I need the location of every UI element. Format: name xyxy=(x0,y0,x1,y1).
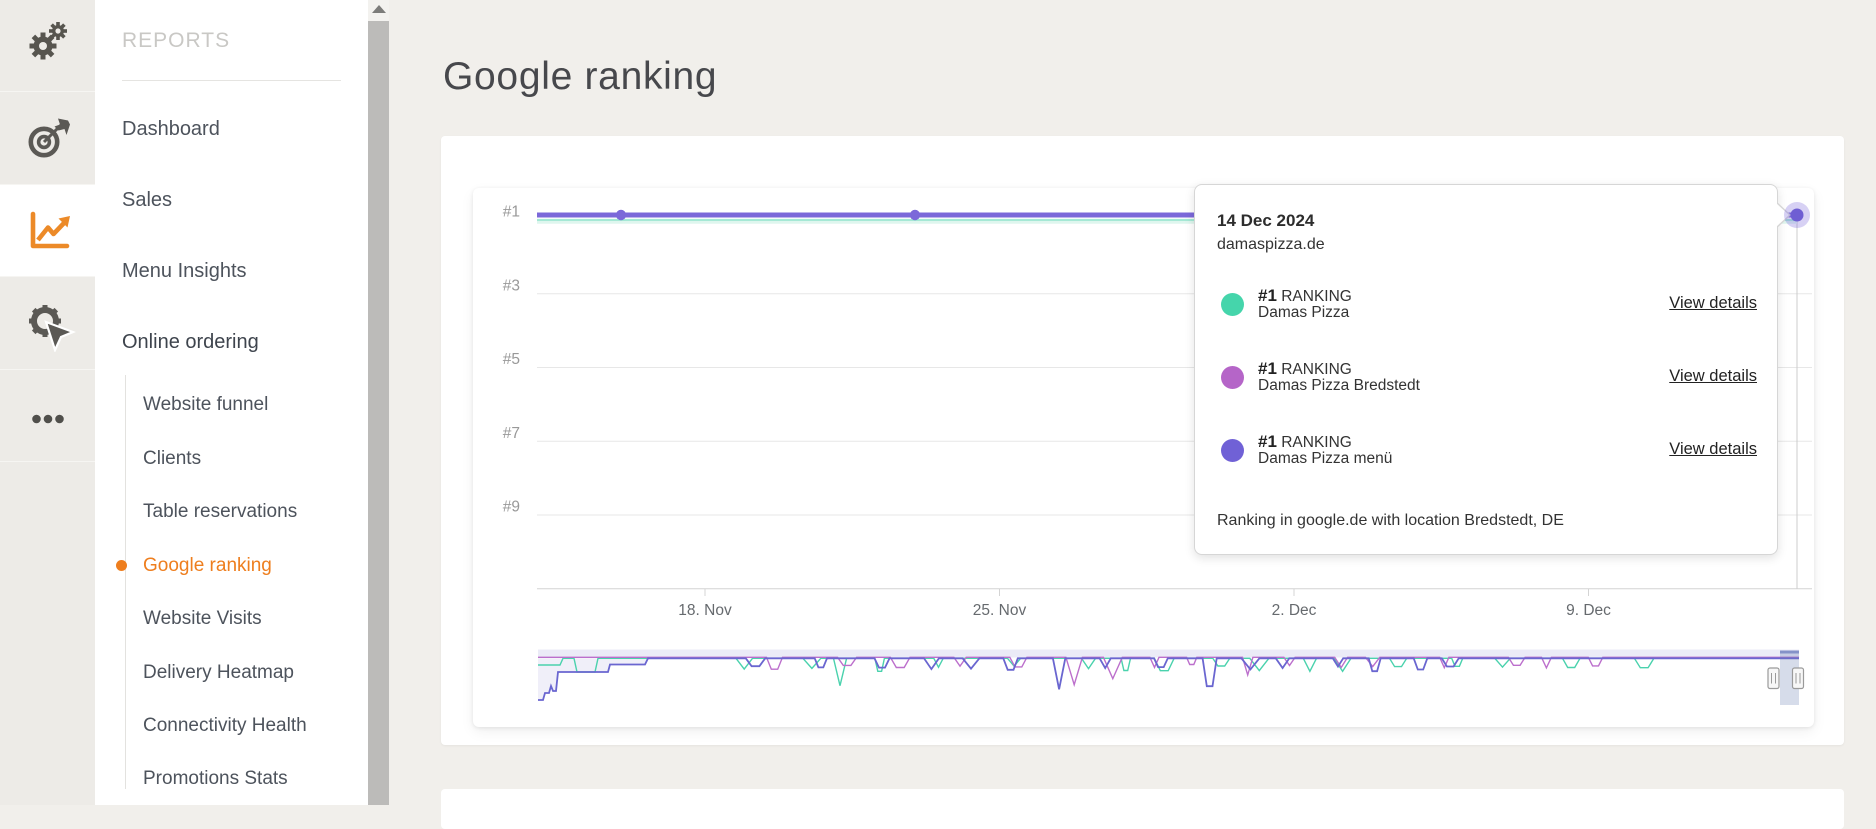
svg-text:#1: #1 xyxy=(503,204,520,221)
svg-text:#5: #5 xyxy=(503,351,520,368)
svg-text:#9: #9 xyxy=(503,499,520,516)
svg-text:18. Nov: 18. Nov xyxy=(678,602,732,619)
svg-text:#3: #3 xyxy=(503,277,520,294)
svg-text:9. Dec: 9. Dec xyxy=(1566,602,1611,619)
svg-text:25. Nov: 25. Nov xyxy=(973,602,1027,619)
svg-text:#7: #7 xyxy=(503,425,520,442)
svg-text:2. Dec: 2. Dec xyxy=(1272,602,1317,619)
